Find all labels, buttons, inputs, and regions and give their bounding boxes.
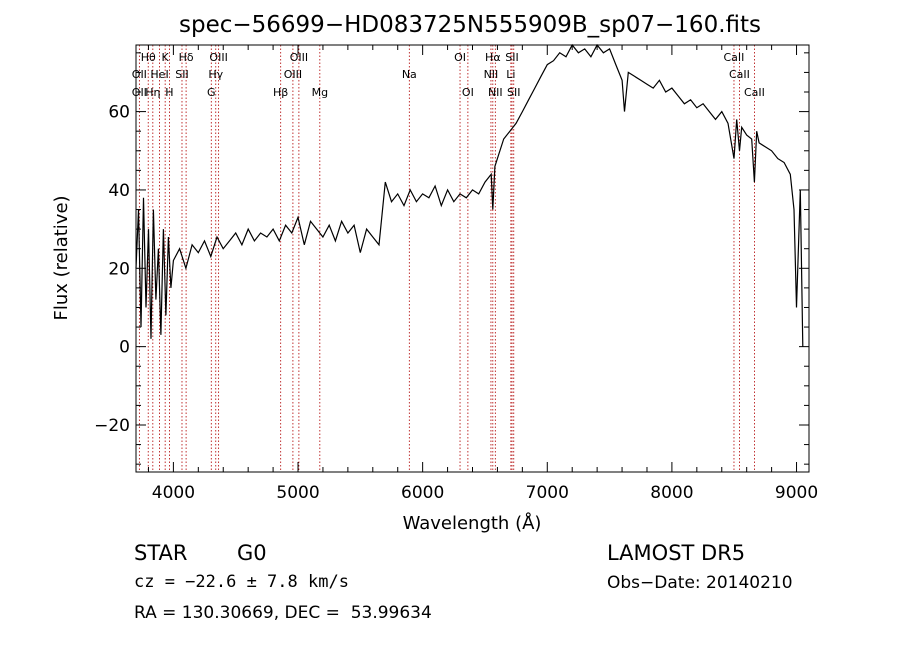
y-axis-label: Flux (relative) bbox=[51, 195, 72, 320]
x-tick-label: 7000 bbox=[526, 483, 569, 503]
spectral-line-label: OI bbox=[454, 51, 466, 64]
y-tick-label: 0 bbox=[119, 338, 130, 358]
spectral-line-label: SII bbox=[507, 86, 520, 99]
spectral-line-label: Na bbox=[402, 68, 417, 81]
spectral-line-label: Hδ bbox=[179, 51, 194, 64]
spectral-line-labels: Hθ K Hδ OIII OIII OI Hα SII CaII OII HeI SII Hγ OIII N… bbox=[132, 51, 765, 99]
x-axis-label: Wavelength (Å) bbox=[403, 512, 542, 534]
spectral-line-label: Hβ bbox=[273, 86, 288, 99]
x-tick-label: 9000 bbox=[775, 483, 818, 503]
spectral-subclass: G0 bbox=[237, 541, 267, 565]
spectral-line-label: CaII bbox=[744, 86, 765, 99]
spectral-line-label: OI bbox=[462, 86, 474, 99]
spectral-line-label: Hθ bbox=[141, 51, 156, 64]
spectral-line-label: Hγ bbox=[208, 68, 223, 81]
spectral-line-label: SII bbox=[505, 51, 518, 64]
spectral-line-label: CaII bbox=[724, 51, 745, 64]
spectral-line-label: Hη bbox=[145, 86, 160, 99]
spectral-line-label: SII bbox=[175, 68, 188, 81]
y-tick-label: 40 bbox=[108, 181, 130, 201]
spectral-line-label: Hα bbox=[485, 51, 501, 64]
y-tick-label: 20 bbox=[108, 259, 130, 279]
chart-title: spec−56699−HD083725N555909B_sp07−160.fit… bbox=[179, 12, 761, 38]
x-axis-ticks: 4000 5000 6000 7000 8000 9000 bbox=[147, 45, 818, 503]
coordinates: RA = 130.30669, DEC = 53.99634 bbox=[134, 603, 432, 623]
spectrum-line bbox=[135, 43, 804, 347]
spectral-line-label: NII bbox=[484, 68, 499, 81]
redshift-velocity: cz = −22.6 ± 7.8 km/s bbox=[134, 572, 349, 592]
spectral-line-label: OIII bbox=[290, 51, 308, 64]
y-tick-label: 60 bbox=[108, 103, 130, 123]
observation-date: Obs−Date: 20140210 bbox=[607, 573, 793, 593]
spectral-line-label: Li bbox=[506, 68, 515, 81]
spectral-line-label: K bbox=[162, 51, 170, 64]
x-tick-label: 5000 bbox=[276, 483, 319, 503]
y-axis-ticks: −20 0 20 40 60 bbox=[94, 52, 809, 465]
spectral-line-label: HeI bbox=[150, 68, 168, 81]
spectral-line-label: Mg bbox=[312, 86, 328, 99]
x-tick-label: 6000 bbox=[401, 483, 444, 503]
object-class: STAR bbox=[134, 541, 188, 565]
y-tick-label: −20 bbox=[94, 416, 130, 436]
spectral-line-label: H bbox=[165, 86, 173, 99]
survey-name: LAMOST DR5 bbox=[607, 541, 746, 565]
spectral-line-markers bbox=[138, 45, 755, 472]
x-tick-label: 4000 bbox=[152, 483, 195, 503]
spectral-line-label: OIII bbox=[284, 68, 302, 81]
spectral-line-label: NII bbox=[488, 86, 503, 99]
x-tick-label: 8000 bbox=[650, 483, 693, 503]
plot-frame bbox=[135, 44, 810, 473]
spectral-line-label: OIII bbox=[209, 51, 227, 64]
spectral-line-label: CaII bbox=[729, 68, 750, 81]
spectral-line-label: G bbox=[207, 86, 216, 99]
spectral-line-label: OII bbox=[132, 68, 147, 81]
